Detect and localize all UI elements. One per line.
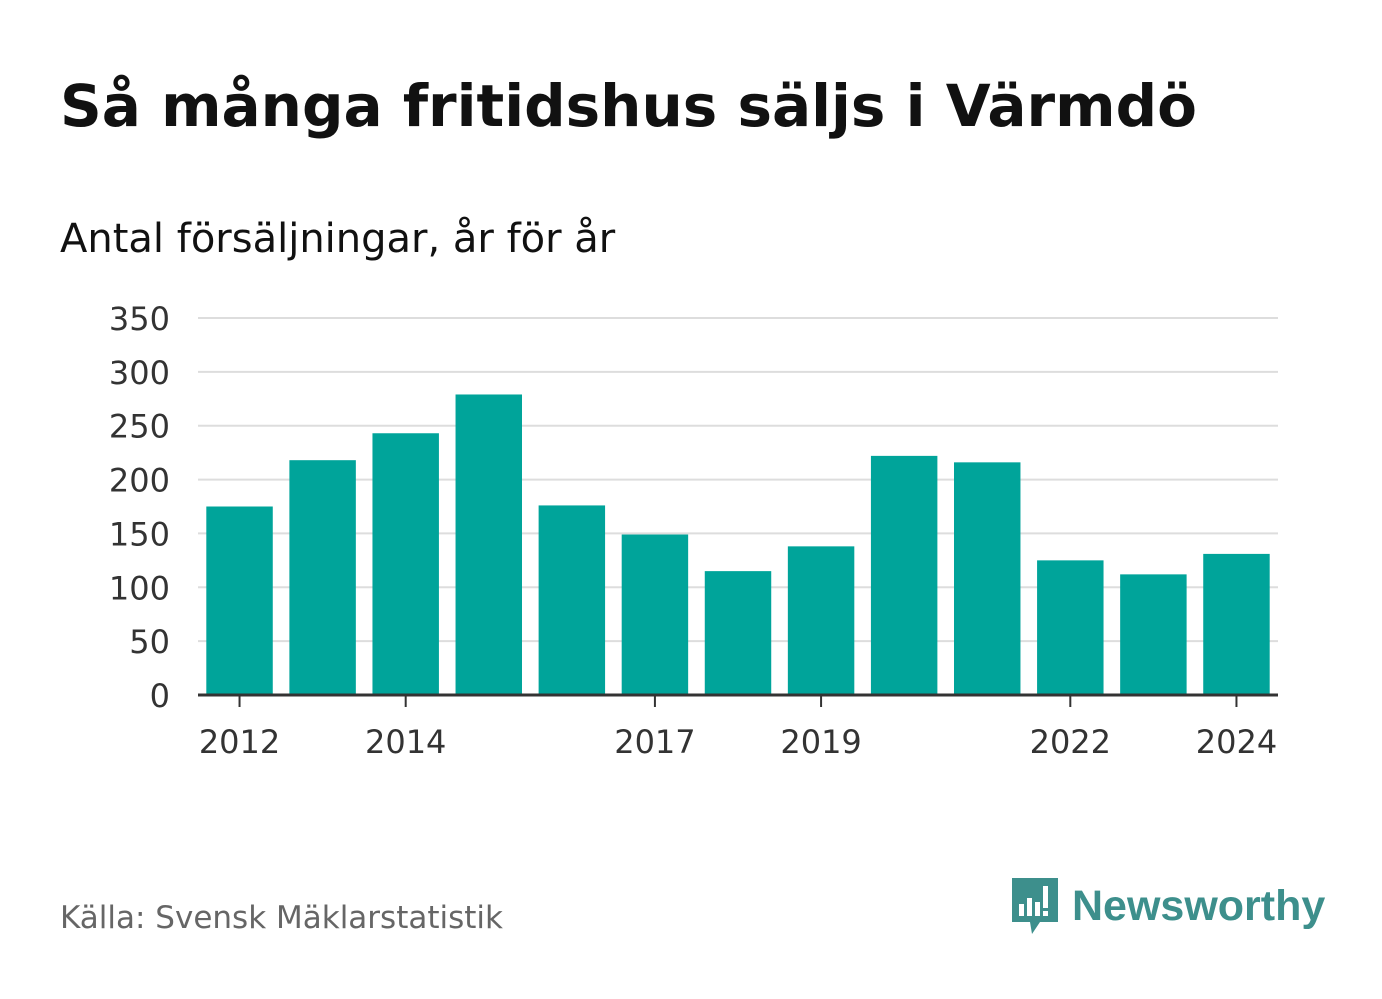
bar bbox=[704, 571, 772, 695]
chart-subtitle: Antal försäljningar, år för år bbox=[60, 216, 616, 262]
bar bbox=[1120, 574, 1187, 695]
y-tick-label: 150 bbox=[109, 515, 170, 553]
bar bbox=[870, 455, 938, 695]
bar bbox=[455, 394, 522, 695]
y-tick-label: 300 bbox=[109, 354, 170, 392]
x-tick-label: 2022 bbox=[1030, 723, 1111, 761]
x-tick-label: 2019 bbox=[780, 723, 861, 761]
y-tick-label: 250 bbox=[109, 408, 170, 446]
y-axis-ticks: 0 50 100 150 200 250 300 350 bbox=[109, 300, 170, 715]
x-tick-label: 2012 bbox=[199, 723, 280, 761]
bars bbox=[206, 394, 1270, 695]
x-tick-label: 2024 bbox=[1196, 723, 1277, 761]
x-tick-label: 2014 bbox=[365, 723, 446, 761]
bar bbox=[372, 433, 439, 695]
bar bbox=[954, 462, 1021, 695]
chart-title: Så många fritidshus säljs i Värmdö bbox=[60, 72, 1197, 140]
bar bbox=[538, 505, 606, 695]
y-tick-label: 350 bbox=[109, 300, 170, 338]
bar bbox=[621, 534, 689, 695]
y-tick-label: 50 bbox=[129, 623, 170, 661]
bar bbox=[289, 460, 356, 695]
y-tick-label: 100 bbox=[109, 569, 170, 607]
brand-logo: Newsworthy bbox=[1010, 876, 1325, 936]
y-tick-label: 0 bbox=[150, 677, 170, 715]
bar bbox=[1203, 553, 1270, 695]
y-tick-label: 200 bbox=[109, 462, 170, 500]
x-axis-ticks: 2012 2014 2017 2019 2022 2024 bbox=[199, 695, 1277, 761]
bar bbox=[787, 546, 855, 695]
source-note: Källa: Svensk Mäklarstatistik bbox=[60, 900, 503, 936]
x-tick-label: 2017 bbox=[614, 723, 695, 761]
newsworthy-logo-icon bbox=[1012, 878, 1058, 934]
brand-name: Newsworthy bbox=[1072, 881, 1326, 930]
bar bbox=[206, 506, 273, 695]
bar bbox=[1037, 560, 1104, 695]
